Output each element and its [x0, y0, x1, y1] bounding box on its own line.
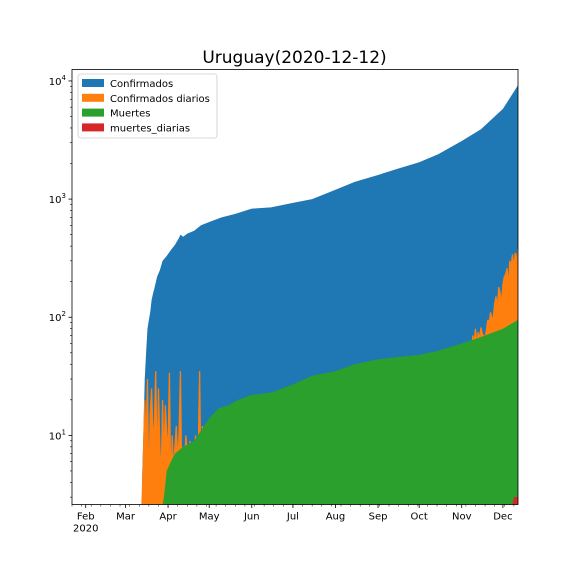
x-tick-label: Jul	[286, 512, 299, 523]
chart-title: Uruguay(2020-12-12)	[202, 48, 386, 68]
legend: Confirmados Confirmados diarios Muertes mue…	[77, 73, 218, 139]
legend-label: Confirmados diarios	[110, 94, 210, 105]
legend-swatch	[82, 79, 104, 87]
x-tick-label: Nov	[452, 512, 472, 523]
legend-label: Confirmados	[110, 79, 173, 90]
y-tick-label: 104	[49, 74, 67, 88]
plot-frame	[71, 69, 519, 505]
legend-swatch	[82, 123, 104, 132]
legend-label: Muertes	[110, 109, 151, 120]
x-tick-label: Apr	[159, 512, 177, 523]
x-tick-label: May	[199, 512, 220, 523]
legend-swatch	[82, 93, 104, 102]
x-tick-sublabel: 2020	[73, 524, 98, 535]
series-area-muertes	[162, 319, 518, 505]
legend-label: muertes_diarias	[110, 123, 190, 134]
x-tick-label: Jun	[243, 512, 260, 523]
series-area-muertes-diarias	[512, 497, 518, 505]
legend-swatch	[82, 108, 104, 117]
x-tick-label: Mar	[116, 512, 136, 523]
x-tick-label: Sep	[369, 512, 388, 523]
y-axis: 101 102 103 104	[49, 74, 72, 498]
x-tick-label: Oct	[411, 512, 428, 523]
x-tick-label: Dec	[493, 512, 512, 523]
x-tick-label: Feb	[77, 512, 95, 523]
y-tick-label: 101	[49, 428, 66, 442]
plot-area	[141, 85, 518, 505]
x-tick-label: Aug	[326, 512, 346, 523]
y-tick-label: 102	[49, 310, 66, 324]
legend-box	[77, 73, 218, 139]
y-tick-label: 103	[49, 192, 66, 206]
